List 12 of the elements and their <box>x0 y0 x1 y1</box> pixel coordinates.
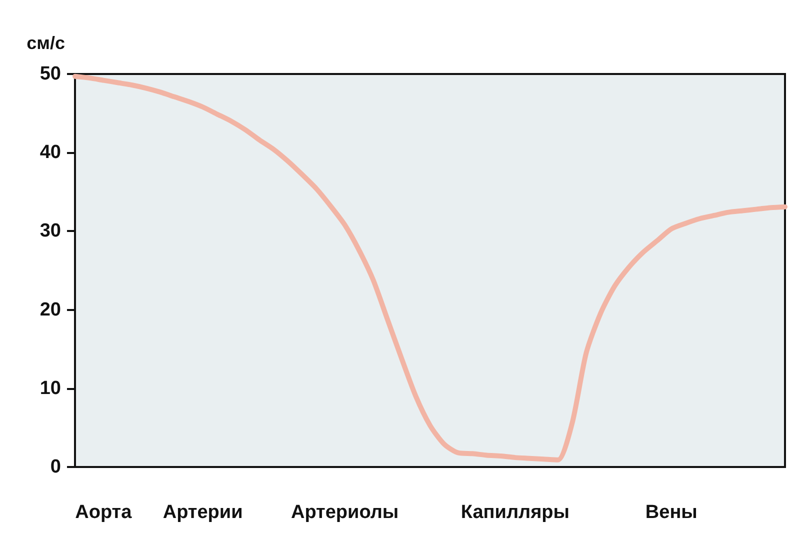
y-tick-label: 20 <box>40 299 61 320</box>
x-tick-label: Вены <box>645 502 698 523</box>
y-tick-label: 10 <box>40 378 61 399</box>
y-tick-label: 50 <box>40 64 61 84</box>
y-tick-label: 30 <box>40 220 61 242</box>
x-tick-label: Капилляры <box>460 502 570 523</box>
y-axis-title: см/с <box>26 33 65 53</box>
x-tick-label: Артериолы <box>290 502 399 523</box>
x-tick-label: Артерии <box>162 502 243 523</box>
x-tick-label: Аорта <box>75 502 132 523</box>
y-tick-label: 0 <box>50 456 61 478</box>
y-tick-label: 40 <box>40 142 61 164</box>
